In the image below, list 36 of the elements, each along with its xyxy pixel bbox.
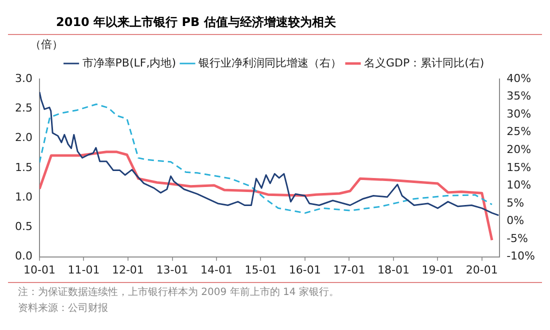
- y2-tick-label: 40%: [506, 72, 532, 85]
- x-tick-label: 17-01: [333, 263, 366, 276]
- y2-tick-label: 20%: [506, 142, 532, 156]
- y2-tick-label: 30%: [506, 107, 532, 120]
- y2-tick-label: 25%: [506, 125, 532, 138]
- x-tick-label: 14-01: [200, 263, 232, 276]
- legend-label: 银行业净利润同比增速（右）: [198, 56, 342, 70]
- y2-tick-label: 5%: [506, 196, 524, 210]
- x-tick-label: 11-01: [68, 263, 100, 276]
- y-tick-label: 3.0: [14, 72, 32, 85]
- chart-title: 2010 年以来上市银行 PB 估值与经济增速较为相关: [8, 8, 542, 35]
- y2-tick-label: 35%: [506, 90, 532, 103]
- x-tick-label: 12-01: [112, 263, 144, 276]
- x-tick-label: 10-01: [24, 263, 56, 276]
- x-tick-label: 20-01: [466, 263, 498, 276]
- y2-tick-label: -10%: [506, 250, 536, 263]
- y2-tick-label: 15%: [506, 160, 532, 174]
- y-tick-label: 2.0: [14, 131, 32, 144]
- x-tick-label: 18-01: [377, 263, 410, 276]
- y-axis-title: （倍）: [29, 37, 64, 52]
- x-tick-label: 16-01: [288, 263, 321, 276]
- text: 注：为保证数据连续性，上市银行样本为 2009 年前上市的 14 家银行。: [17, 286, 340, 299]
- y2-tick-label: -5%: [506, 232, 528, 245]
- text: 资料来源：公司财报: [17, 302, 109, 315]
- y-tick-label: 0.5: [14, 220, 32, 234]
- legend-label: 名义GDP：累计同比(右): [364, 56, 484, 70]
- y2-tick-label: 10%: [506, 178, 532, 192]
- x-tick-label: 13-01: [156, 263, 188, 276]
- y-tick-label: 1.0: [14, 190, 32, 204]
- y-tick-label: 2.5: [14, 101, 32, 114]
- y-tick-label: 0.0: [14, 250, 32, 263]
- x-tick-label: 15-01: [244, 263, 277, 276]
- y2-tick-label: 0%: [506, 214, 524, 228]
- legend-label: 市净率PB(LF,内地): [82, 56, 176, 70]
- y-tick-label: 1.5: [14, 160, 32, 174]
- x-tick-label: 19-01: [422, 263, 454, 276]
